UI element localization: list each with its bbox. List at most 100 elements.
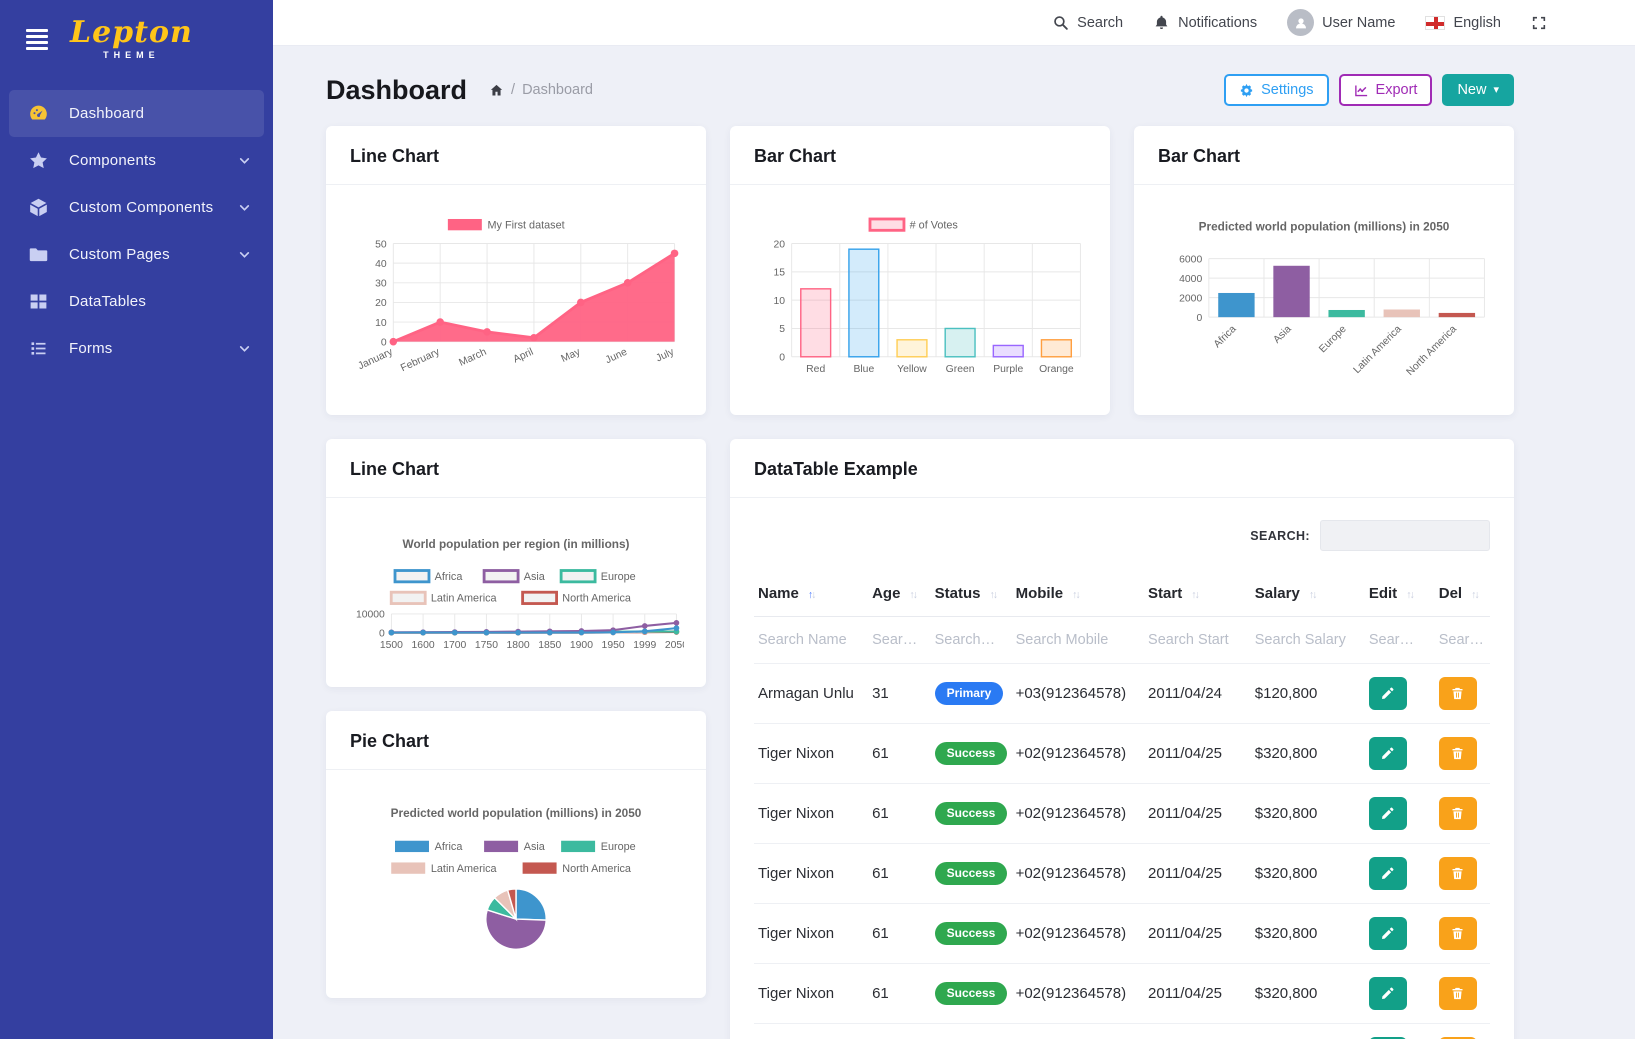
new-button[interactable]: New ▾ xyxy=(1442,74,1514,106)
edit-button[interactable] xyxy=(1368,677,1407,710)
sidebar-item-dashboard[interactable]: Dashboard xyxy=(9,90,264,137)
cell-mobile: +02(912364578) xyxy=(1011,723,1145,784)
svg-text:5: 5 xyxy=(779,324,785,335)
column-header-status[interactable]: Status ↑↓ xyxy=(930,573,1012,617)
export-button[interactable]: Export xyxy=(1338,74,1433,106)
filter-input-start[interactable] xyxy=(1148,632,1239,648)
user-menu[interactable]: User Name xyxy=(1287,9,1395,36)
column-header-salary[interactable]: Salary ↑↓ xyxy=(1250,573,1365,617)
status-badge: Success xyxy=(934,982,1008,1005)
filter-input-mobile[interactable] xyxy=(1015,632,1131,648)
delete-button[interactable] xyxy=(1438,797,1477,830)
svg-text:6000: 6000 xyxy=(1179,254,1202,265)
edit-button[interactable] xyxy=(1368,917,1407,950)
sort-icon[interactable]: ↑↓ xyxy=(1072,589,1081,601)
chevron-down-icon xyxy=(238,201,251,214)
svg-text:20: 20 xyxy=(375,298,387,309)
pencil-icon xyxy=(1380,806,1395,821)
menu-toggle-icon[interactable] xyxy=(26,28,48,50)
column-header-start[interactable]: Start ↑↓ xyxy=(1144,573,1251,617)
filter-input-edit[interactable] xyxy=(1368,632,1426,648)
cell-age: 61 xyxy=(868,903,931,964)
edit-button[interactable] xyxy=(1368,977,1407,1010)
sidebar-item-datatables[interactable]: DataTables xyxy=(0,278,273,325)
settings-button[interactable]: Settings xyxy=(1224,74,1329,106)
svg-text:Africa: Africa xyxy=(435,571,464,583)
cell-salary: $320,800 xyxy=(1250,783,1365,844)
search-label: SEARCH: xyxy=(1250,528,1310,543)
column-header-del[interactable]: Del ↑↓ xyxy=(1434,573,1490,617)
page-title: Dashboard xyxy=(326,74,468,105)
cell-start: 2011/04/25 xyxy=(1144,843,1251,904)
search-label: Search xyxy=(1077,14,1124,31)
filter-input-del[interactable] xyxy=(1438,632,1483,648)
search-button[interactable]: Search xyxy=(1052,14,1123,31)
svg-text:10: 10 xyxy=(773,296,785,307)
column-header-mobile[interactable]: Mobile ↑↓ xyxy=(1011,573,1145,617)
column-header-name[interactable]: Name ↑↓ xyxy=(754,573,869,617)
sidebar-item-label: Custom Components xyxy=(69,199,214,216)
sidebar-item-forms[interactable]: Forms xyxy=(0,325,273,372)
sidebar-item-custom-components[interactable]: Custom Components xyxy=(0,184,273,231)
fullscreen-icon xyxy=(1531,15,1547,31)
delete-button[interactable] xyxy=(1438,917,1477,950)
line-chart-card: Line Chart My First dataset 0 10 20 30 40 50 Ja… xyxy=(326,126,706,415)
svg-text:Asia: Asia xyxy=(524,571,546,583)
sort-icon[interactable]: ↑↓ xyxy=(989,589,998,601)
brand-logo[interactable]: Lepton THEME xyxy=(70,18,193,61)
bar-chart-card-2: Bar Chart Predicted world population (mi… xyxy=(1134,126,1514,415)
delete-button[interactable] xyxy=(1438,857,1477,890)
svg-text:Orange: Orange xyxy=(1039,364,1074,375)
home-icon[interactable] xyxy=(489,83,504,98)
sort-icon[interactable]: ↑↓ xyxy=(807,589,817,601)
svg-text:20: 20 xyxy=(773,239,785,250)
sidebar-nav: Dashboard Components Custom Components C… xyxy=(0,90,273,372)
edit-button[interactable] xyxy=(1368,857,1407,890)
cell-mobile: +02(912364578) xyxy=(1011,843,1145,904)
filter-input-status[interactable] xyxy=(934,632,1002,648)
table-search-input[interactable] xyxy=(1320,520,1490,551)
bar-chart-canvas: # of Votes 0 5 10 15 20 Red Blue Yellow Green Purp… xyxy=(752,202,1088,396)
cell-mobile: +02(912364578) xyxy=(1011,1023,1145,1039)
data-table: Name ↑↓ Age ↑↓ Status ↑↓ Mobile ↑↓ Start ↑↓ Salary… xyxy=(754,573,1490,1039)
sort-icon[interactable]: ↑↓ xyxy=(1471,589,1480,601)
export-label: Export xyxy=(1375,82,1418,98)
edit-button[interactable] xyxy=(1368,797,1407,830)
delete-button[interactable] xyxy=(1438,977,1477,1010)
table-row: Tiger Nixon 61 Success +02(912364578) 20… xyxy=(754,1023,1490,1039)
edit-button[interactable] xyxy=(1368,737,1407,770)
edit-button[interactable] xyxy=(1368,1037,1407,1039)
delete-button[interactable] xyxy=(1438,1037,1477,1039)
delete-button[interactable] xyxy=(1438,677,1477,710)
sort-icon[interactable]: ↑↓ xyxy=(1308,589,1318,601)
sort-icon[interactable]: ↑↓ xyxy=(1406,589,1415,601)
sidebar-item-custom-pages[interactable]: Custom Pages xyxy=(0,231,273,278)
filter-input-name[interactable] xyxy=(758,632,856,648)
svg-text:Africa: Africa xyxy=(1212,323,1239,350)
svg-text:January: January xyxy=(356,346,395,372)
sort-icon[interactable]: ↑↓ xyxy=(1191,589,1200,601)
pencil-icon xyxy=(1380,926,1395,941)
table-row: Tiger Nixon 61 Success +02(912364578) 20… xyxy=(754,783,1490,844)
sort-icon[interactable]: ↑↓ xyxy=(909,589,918,601)
pencil-icon xyxy=(1380,866,1395,881)
notifications-label: Notifications xyxy=(1178,14,1258,31)
table-row: Tiger Nixon 61 Success +02(912364578) 20… xyxy=(754,723,1490,784)
avatar xyxy=(1287,9,1315,36)
svg-text:1750: 1750 xyxy=(475,640,498,651)
svg-text:Purple: Purple xyxy=(993,364,1023,375)
datatable-card: DataTable Example SEARCH: Name ↑↓ Age ↑↓ Sta… xyxy=(730,439,1514,1039)
column-header-age[interactable]: Age ↑↓ xyxy=(868,573,931,617)
language-menu[interactable]: English xyxy=(1425,15,1501,31)
notifications-button[interactable]: Notifications xyxy=(1153,14,1257,31)
delete-button[interactable] xyxy=(1438,737,1477,770)
sidebar-item-components[interactable]: Components xyxy=(0,137,273,184)
filter-input-age[interactable] xyxy=(872,632,923,648)
fullscreen-button[interactable] xyxy=(1531,15,1547,31)
svg-text:1999: 1999 xyxy=(633,640,656,651)
column-header-edit[interactable]: Edit ↑↓ xyxy=(1364,573,1435,617)
filter-input-salary[interactable] xyxy=(1254,632,1353,648)
svg-text:Europe: Europe xyxy=(601,841,636,853)
line-chart-card-2: Line Chart World population per region (… xyxy=(326,439,706,687)
card-title: Line Chart xyxy=(350,459,440,479)
